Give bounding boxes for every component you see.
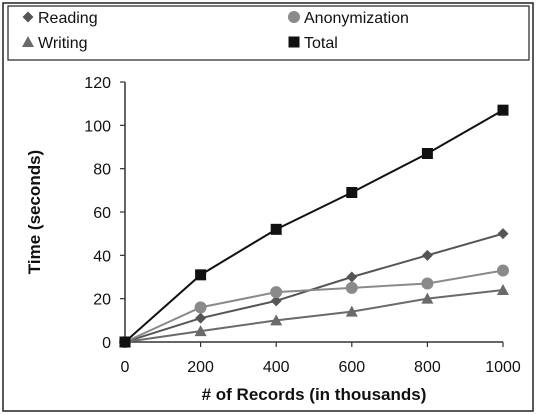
legend-item-reading: Reading bbox=[22, 10, 98, 27]
data-point-reading bbox=[270, 295, 282, 307]
y-tick-label: 120 bbox=[84, 75, 111, 92]
y-tick-label: 60 bbox=[93, 205, 111, 222]
series-total bbox=[119, 104, 509, 348]
series-line-reading bbox=[124, 232, 504, 343]
data-point-reading bbox=[195, 312, 207, 324]
y-axis-title: Time (seconds) bbox=[25, 150, 44, 274]
series-line-total bbox=[124, 109, 504, 343]
x-tick-label: 600 bbox=[338, 359, 365, 376]
legend-marker-reading bbox=[22, 11, 34, 23]
data-point-anonymization bbox=[194, 301, 207, 314]
data-point-writing bbox=[345, 305, 358, 317]
data-point-anonymization bbox=[345, 281, 358, 294]
data-point-reading bbox=[497, 228, 509, 240]
series-writing bbox=[119, 284, 509, 347]
data-point-total bbox=[421, 148, 433, 159]
y-tick-label: 20 bbox=[93, 292, 111, 309]
data-point-writing bbox=[270, 314, 283, 326]
data-point-writing bbox=[497, 284, 509, 295]
y-tick-label: 0 bbox=[102, 335, 111, 352]
legend-item-total: Total bbox=[288, 35, 338, 52]
y-ticks: 0 20 40 60 80 100 120 bbox=[84, 75, 125, 352]
data-point-anonymization bbox=[270, 286, 283, 299]
data-point-anonymization bbox=[421, 277, 434, 290]
legend-box bbox=[7, 5, 530, 61]
series-anonymization bbox=[119, 264, 509, 348]
data-point-writing bbox=[421, 292, 434, 304]
data-point-total bbox=[119, 336, 131, 348]
y-tick-label: 80 bbox=[93, 162, 111, 179]
data-point-anonymization bbox=[497, 264, 509, 277]
x-tick-label: 1000 bbox=[485, 359, 521, 376]
legend-label-anonymization: Anonymization bbox=[304, 10, 409, 27]
data-point-total bbox=[497, 104, 509, 116]
legend-item-anonymization: Anonymization bbox=[288, 10, 409, 27]
x-tick-label: 0 bbox=[121, 359, 130, 376]
data-point-reading bbox=[421, 249, 433, 261]
x-tick-label: 400 bbox=[263, 359, 290, 376]
legend-marker-total bbox=[288, 36, 300, 48]
legend-label-total: Total bbox=[304, 35, 338, 52]
legend-label-writing: Writing bbox=[38, 35, 88, 52]
series-line-writing bbox=[124, 289, 504, 343]
x-tick-label: 800 bbox=[414, 359, 441, 376]
y-tick-label: 100 bbox=[84, 118, 111, 135]
data-point-total bbox=[346, 187, 358, 198]
series-line-anonymization bbox=[124, 269, 504, 343]
legend-item-writing: Writing bbox=[22, 35, 88, 52]
y-tick-label: 40 bbox=[93, 248, 111, 265]
data-point-reading bbox=[346, 271, 358, 283]
x-axis-title: # of Records (in thousands) bbox=[202, 385, 427, 404]
legend: Reading Anonymization Writing Total bbox=[7, 5, 530, 61]
legend-marker-writing bbox=[22, 36, 34, 47]
x-ticks: 0 200 400 600 800 1000 bbox=[121, 342, 521, 376]
legend-label-reading: Reading bbox=[38, 10, 98, 27]
data-point-total bbox=[195, 269, 207, 281]
data-point-total bbox=[270, 223, 282, 235]
series-layer bbox=[119, 104, 509, 348]
data-point-writing bbox=[194, 325, 207, 337]
legend-marker-anonymization bbox=[288, 11, 300, 23]
x-tick-label: 200 bbox=[187, 359, 214, 376]
